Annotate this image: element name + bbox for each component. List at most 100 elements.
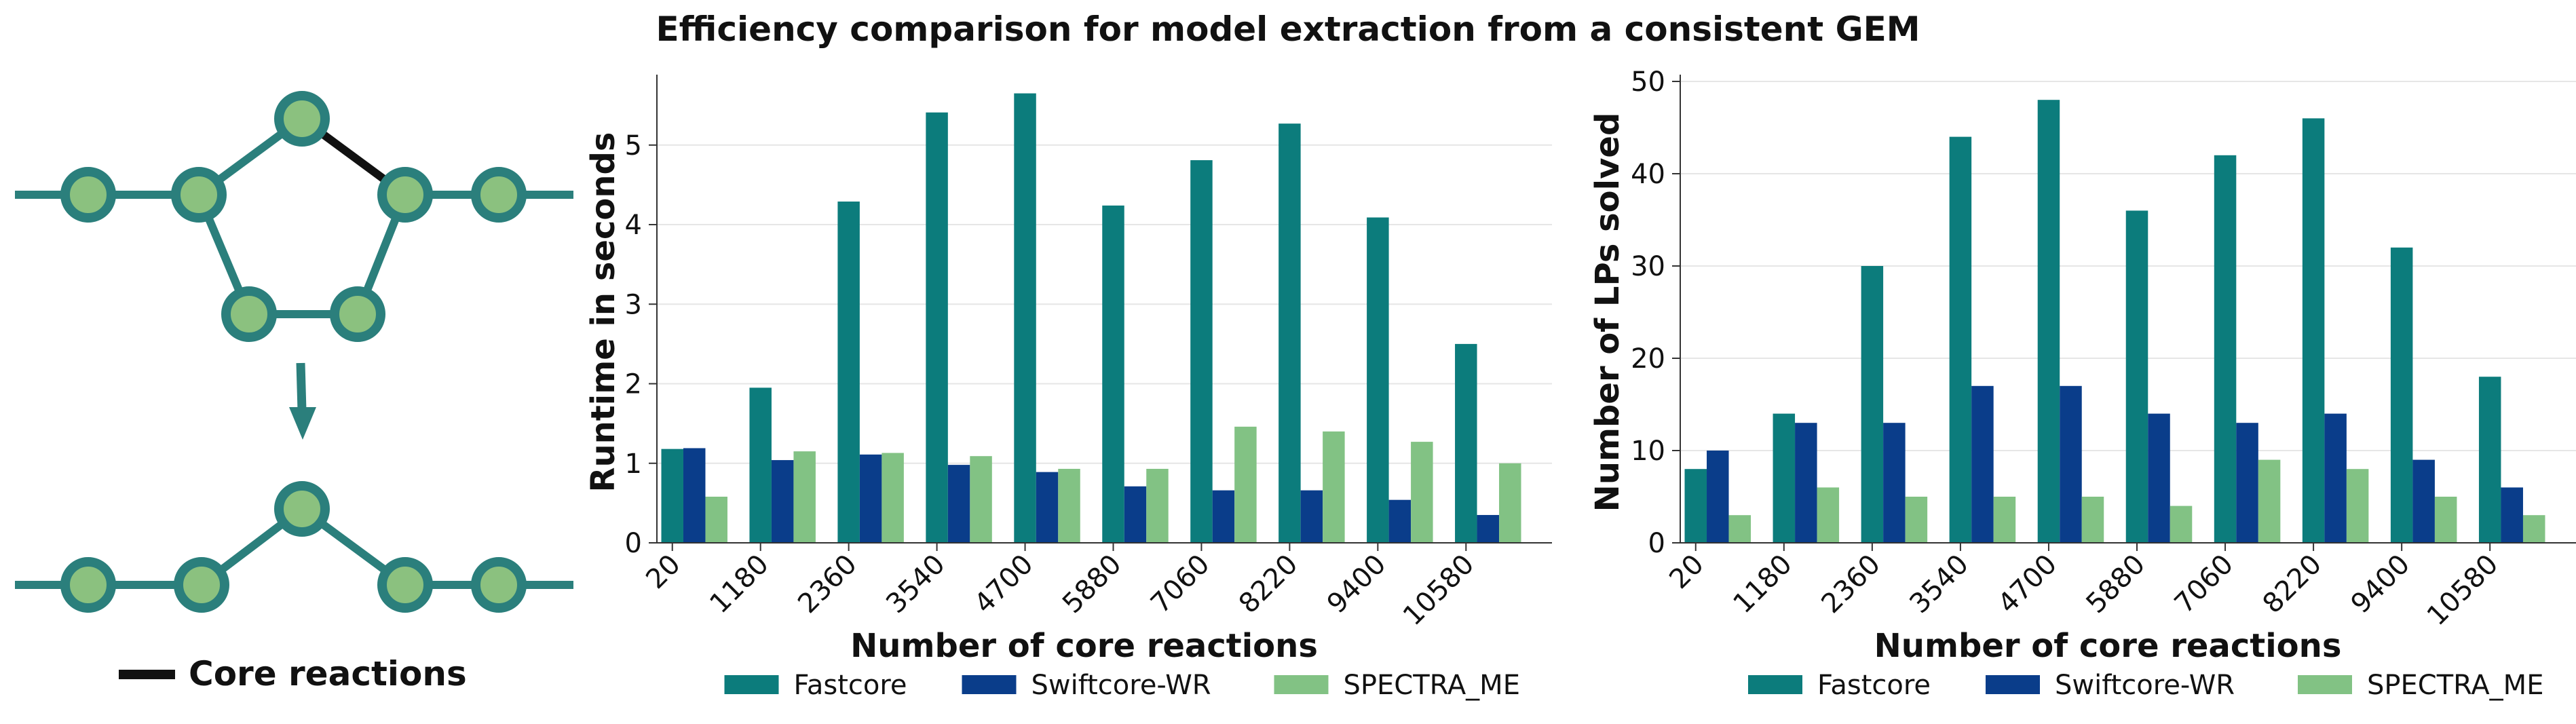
- legend-label: SPECTRA_ME: [1344, 670, 1520, 701]
- bar-spectra-me: [1411, 442, 1433, 543]
- bar-fastcore: [2214, 155, 2237, 544]
- bar-swiftcore-wr: [1477, 514, 1500, 543]
- bar-fastcore: [1278, 123, 1301, 543]
- bar-swiftcore-wr: [2412, 459, 2435, 543]
- y-tick-label: 1: [625, 449, 642, 480]
- bar-fastcore: [1949, 136, 1972, 544]
- bar-fastcore: [1014, 93, 1036, 544]
- bar-fastcore: [1367, 217, 1389, 543]
- legend-swatch: [1748, 675, 1802, 694]
- y-tick-label: 0: [1648, 528, 1665, 559]
- bar-swiftcore-wr: [771, 460, 794, 543]
- bar-fastcore: [749, 387, 772, 543]
- node-circle: [174, 557, 229, 613]
- bar-spectra-me: [1499, 463, 1521, 543]
- bar-spectra-me: [2081, 497, 2104, 543]
- network-diagram: Core reactions: [15, 91, 573, 693]
- y-tick-label: 2: [625, 369, 642, 400]
- bar-fastcore: [2037, 100, 2060, 543]
- legend-swatch: [1986, 675, 2040, 694]
- bar-swiftcore-wr: [1883, 423, 1906, 543]
- y-tick-label: 30: [1631, 251, 1665, 282]
- y-tick-label: 10: [1631, 436, 1665, 467]
- bar-swiftcore-wr: [1971, 385, 1994, 543]
- node-circle: [274, 91, 330, 147]
- x-tick-label: 8220: [2257, 549, 2328, 620]
- node-circle: [221, 286, 277, 342]
- legend-label: SPECTRA_ME: [2367, 670, 2543, 701]
- bar-spectra-me: [1234, 426, 1257, 543]
- bar-fastcore: [2478, 377, 2501, 543]
- bar-swiftcore-wr: [1795, 423, 1817, 543]
- y-tick-label: 50: [1631, 66, 1665, 98]
- y-tick-label: 3: [625, 289, 642, 320]
- legend-swatch: [724, 675, 779, 694]
- bar-swiftcore-wr: [1388, 499, 1412, 543]
- bar-swiftcore-wr: [947, 465, 970, 543]
- node-circle: [377, 167, 433, 223]
- legend-swatch: [962, 675, 1017, 694]
- legend-label: Swiftcore-WR: [2055, 670, 2235, 701]
- node-circle: [274, 481, 330, 537]
- bar-swiftcore-wr: [683, 448, 706, 543]
- bar-swiftcore-wr: [1212, 490, 1235, 543]
- x-tick-label: 3540: [1903, 549, 1975, 620]
- legend-swatch: [1274, 675, 1329, 694]
- bar-fastcore: [1102, 205, 1124, 543]
- x-tick-label: 2360: [1815, 549, 1887, 620]
- bar-swiftcore-wr: [2501, 487, 2523, 543]
- node-circle: [330, 286, 385, 342]
- node-circle: [377, 557, 433, 613]
- y-tick-label: 4: [625, 210, 642, 241]
- bar-fastcore: [926, 112, 948, 544]
- bar-spectra-me: [1323, 431, 1345, 543]
- bar-fastcore: [2125, 210, 2148, 543]
- y-axis-label: Number of LPs solved: [1589, 113, 1627, 512]
- bar-fastcore: [837, 202, 860, 543]
- bar-spectra-me: [2258, 459, 2281, 543]
- arrow-shaft: [296, 362, 307, 411]
- y-axis-label: Runtime in seconds: [584, 132, 622, 493]
- bar-fastcore: [2302, 118, 2325, 543]
- x-tick-label: 10580: [2421, 549, 2505, 632]
- bar-fastcore: [1684, 469, 1707, 543]
- legend-swatch: [2298, 675, 2352, 694]
- bar-swiftcore-wr: [2236, 423, 2258, 543]
- y-tick-label: 40: [1631, 159, 1665, 190]
- x-axis-label: Number of core reactions: [850, 627, 1318, 665]
- down-arrow-icon: [289, 407, 316, 440]
- bar-spectra-me: [1058, 468, 1080, 543]
- bar-fastcore: [1861, 266, 1884, 543]
- legend-label: Swiftcore-WR: [1031, 670, 1211, 701]
- bar-swiftcore-wr: [2060, 385, 2082, 543]
- x-tick-label: 4700: [1992, 549, 2064, 620]
- bar-spectra-me: [1728, 515, 1751, 543]
- bar-fastcore: [1455, 343, 1477, 543]
- x-axis-label: Number of core reactions: [1874, 627, 2342, 665]
- bar-swiftcore-wr: [1707, 451, 1729, 543]
- bar-spectra-me: [970, 456, 992, 543]
- bar-spectra-me: [1993, 497, 2016, 543]
- legend-label: Fastcore: [1817, 670, 1931, 701]
- bar-swiftcore-wr: [1300, 490, 1323, 543]
- core-legend-label: Core reactions: [189, 654, 467, 693]
- bar-spectra-me: [1905, 497, 1928, 543]
- y-tick-label: 5: [625, 130, 642, 161]
- bar-spectra-me: [1817, 487, 1840, 543]
- y-tick-label: 0: [625, 528, 642, 559]
- x-tick-label: 7060: [2169, 549, 2240, 620]
- x-tick-label: 1180: [1727, 549, 1798, 620]
- node-circle: [471, 557, 527, 613]
- x-tick-label: 20: [1663, 549, 1710, 596]
- bar-swiftcore-wr: [2148, 413, 2170, 543]
- bar-swiftcore-wr: [1036, 472, 1059, 543]
- bar-fastcore: [2390, 247, 2413, 543]
- node-circle: [60, 167, 116, 223]
- node-circle: [471, 167, 527, 223]
- bar-fastcore: [661, 449, 683, 543]
- legend-label: Fastcore: [794, 670, 907, 701]
- node-circle: [171, 167, 227, 223]
- bar-spectra-me: [2434, 497, 2457, 543]
